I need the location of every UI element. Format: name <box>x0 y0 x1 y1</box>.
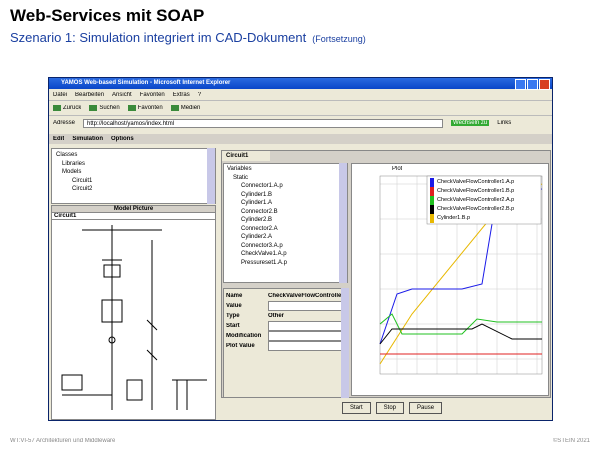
property-label: Modification <box>226 333 262 339</box>
properties-panel: Name CheckValveFlowController1 Value Type Ot… <box>223 288 348 398</box>
properties: Name CheckValveFlowController1 Value Type Ot… <box>224 289 347 353</box>
model-picture-panel: Model Picture Circuit1 <box>51 205 216 420</box>
property-value: CheckValveFlowController1 <box>268 293 343 299</box>
property-label: Value <box>226 303 242 309</box>
maximize[interactable] <box>527 79 538 90</box>
sim-buttons: Start Stop Pause <box>342 402 443 414</box>
tree-item[interactable]: Cylinder1.B <box>241 191 273 198</box>
legend-entry: CheckValveFlowController1.A.p <box>430 178 537 187</box>
property-row: Modification <box>226 331 345 341</box>
tree-item[interactable]: Connector2.A <box>241 225 278 232</box>
plot-panel: Plot CheckValveFlowController1.A.p CheckV… <box>351 163 549 396</box>
sim-button[interactable]: Pause <box>409 402 443 414</box>
property-row: Value <box>226 301 345 311</box>
tree-item[interactable]: Circuit1 <box>72 177 93 184</box>
property-row: Name CheckValveFlowController1 <box>226 291 345 301</box>
tree-item[interactable]: Pressureset1.A.p <box>241 259 288 266</box>
subtitle-note: (Fortsetzung) <box>312 34 366 44</box>
tree-item[interactable]: Connector3.A.p <box>241 242 283 249</box>
go-button[interactable]: Wechseln zu <box>451 120 490 126</box>
tree-item[interactable]: Cylinder2.B <box>241 217 273 223</box>
toolbar-button[interactable]: Zurück <box>53 105 82 111</box>
legend-entry: CheckValveFlowController1.B.p <box>430 187 537 196</box>
app-menu-item[interactable]: Simulation <box>72 136 104 142</box>
browser-menu: Datei Bearbeiten Ansicht Favoriten Extras? <box>49 90 552 99</box>
property-label: Start <box>226 323 240 329</box>
scrollbar <box>207 148 215 204</box>
sim-button[interactable]: Stop <box>375 402 405 414</box>
menu-item[interactable]: Favoriten <box>139 91 165 98</box>
subtitle-text: Szenario 1: Simulation integriert im CAD… <box>10 30 307 45</box>
scrollbar <box>341 288 349 398</box>
address-bar: Adresse http://localhost/yamos/index.htm… <box>49 117 552 129</box>
footer-left: WT:VI-57 Architekturen und Middleware <box>10 438 116 444</box>
property-field[interactable] <box>268 321 345 331</box>
toolbar-button[interactable]: Suchen <box>89 105 120 111</box>
model-tab: Circuit1 <box>52 213 215 220</box>
links[interactable]: Links <box>497 120 512 126</box>
legend-entry: CheckValveFlowController2.A.p <box>430 196 537 205</box>
menu-item[interactable]: Ansicht <box>112 91 132 98</box>
window-controls <box>515 79 550 90</box>
plot <box>379 175 543 375</box>
property-label: Plot Value <box>226 343 255 349</box>
property-label: Name <box>226 293 243 299</box>
tree-item[interactable]: Libraries <box>62 160 86 167</box>
minimize[interactable] <box>515 79 526 90</box>
class-tree: Classes Libraries Models Circuit1 Circuit2 <box>52 149 215 196</box>
tree-item[interactable]: CheckValve1.A.p <box>241 251 287 257</box>
close[interactable] <box>539 79 550 90</box>
menu-item[interactable]: Datei <box>53 91 68 98</box>
property-row: Type Other <box>226 311 345 321</box>
model-picture-header: Model Picture <box>52 206 215 213</box>
address-label: Adresse <box>53 120 76 126</box>
menu-item[interactable]: ? <box>197 91 202 98</box>
property-field[interactable] <box>268 301 345 311</box>
sim-button[interactable]: Start <box>342 402 371 414</box>
property-row: Start <box>226 321 345 331</box>
property-label: Type <box>226 313 240 319</box>
plot-title: Plot <box>392 166 403 172</box>
app-menu-item[interactable]: Options <box>111 136 134 142</box>
legend-entry: CheckValveFlowController2.B.p <box>430 205 537 214</box>
variable-tree-panel: Variables Static Connector1.A.p Cylinder1.B… <box>223 163 348 283</box>
property-value: Other <box>268 313 285 319</box>
menu-item[interactable]: Bearbeiten <box>75 91 105 98</box>
property-field[interactable] <box>268 341 345 351</box>
tree-item[interactable]: Cylinder2.A <box>241 234 273 240</box>
scrollbar <box>339 163 347 283</box>
property-row: Plot Value <box>226 341 345 351</box>
browser-window: YAMOS Web-based Simulation - Microsoft I… <box>48 77 553 421</box>
toolbar-button[interactable]: Favoriten <box>127 105 163 111</box>
tree-item[interactable]: Variables <box>227 166 252 172</box>
address-field[interactable]: http://localhost/yamos/index.html <box>83 118 444 128</box>
legend: CheckValveFlowController1.A.p CheckValveF… <box>430 178 537 223</box>
menu-item[interactable]: Extras <box>172 91 190 98</box>
slide-subtitle: Szenario 1: Simulation integriert im CAD… <box>10 30 366 45</box>
tree-item[interactable]: Classes <box>56 152 78 158</box>
app-menu: Edit Simulation Options <box>49 134 552 144</box>
tree-item[interactable]: Cylinder1.A <box>241 200 273 206</box>
browser-toolbar: Zurück Suchen Favoriten Medien <box>49 100 552 116</box>
legend-entry: Cylinder1.B.p <box>430 214 537 223</box>
class-tree-panel: Classes Libraries Models Circuit1 Circuit2 <box>51 148 216 204</box>
circuit-diagram <box>61 225 207 410</box>
center-tab: Circuit1 <box>222 151 270 161</box>
tree-item[interactable]: Circuit2 <box>72 186 93 192</box>
slide-title: Web-Services mit SOAP <box>10 6 205 25</box>
app-menu-item[interactable]: Edit <box>53 136 65 142</box>
variable-tree: Variables Static Connector1.A.p Cylinder1.B… <box>224 164 347 268</box>
tree-item[interactable]: Models <box>62 169 82 175</box>
toolbar-button[interactable]: Medien <box>170 105 201 111</box>
footer-right: ©STEIN 2021 <box>552 438 590 444</box>
tree-item[interactable]: Connector2.B <box>241 208 278 215</box>
window-title: YAMOS Web-based Simulation - Microsoft I… <box>49 78 552 89</box>
tree-item[interactable]: Static <box>233 174 249 181</box>
tree-item[interactable]: Connector1.A.p <box>241 183 283 189</box>
property-field[interactable] <box>268 331 345 341</box>
